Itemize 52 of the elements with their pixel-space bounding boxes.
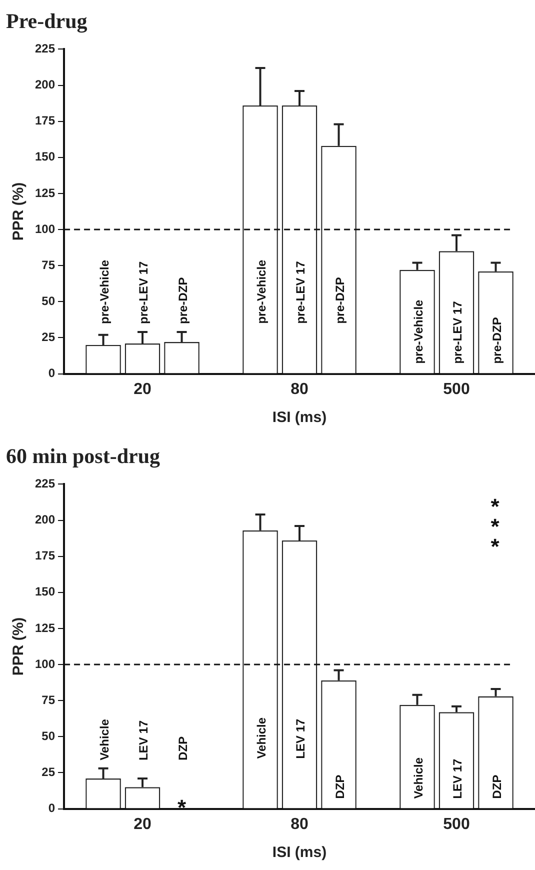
y-tick-label: 75 [42, 258, 56, 272]
text: pre-LEV 17 [136, 261, 151, 324]
series-label: Vehicle [411, 757, 426, 799]
text: pre-LEV 17 [294, 261, 308, 324]
x-axis-title: ISI (ms) [272, 409, 327, 426]
y-tick-label: 150 [34, 150, 56, 164]
y-tick-label: 225 [34, 476, 56, 491]
y-tick-label: 0 [48, 366, 56, 380]
series-label: pre-DZP [332, 277, 347, 324]
y-tick-label: 25 [42, 330, 56, 344]
text: DZP [176, 736, 190, 760]
y-tick-label: 200 [34, 78, 56, 92]
series-label: pre-Vehicle [411, 299, 426, 364]
x-tick-label: 500 [443, 380, 470, 398]
chart-title: Pre-drug [6, 9, 88, 34]
y-tick-label: 225 [34, 42, 56, 56]
y-tick-label: 0 [48, 801, 56, 816]
y-axis-title: PPR (%) [10, 182, 28, 241]
y-tick-label: 50 [42, 294, 56, 308]
y-tick-label: 100 [34, 656, 56, 671]
y-tick-label: 125 [34, 186, 56, 200]
annotation: * [177, 794, 186, 820]
x-tick-label: 80 [290, 816, 309, 833]
y-tick-label: 200 [34, 512, 56, 527]
text: DZP [490, 774, 504, 799]
text: Vehicle [97, 719, 112, 760]
y-tick-label: 175 [34, 548, 56, 563]
chart-title: 60 min post-drug [6, 444, 161, 468]
y-tick-label: 150 [34, 584, 56, 599]
series-label: pre-LEV 17 [450, 300, 465, 364]
y-tick-label: 50 [42, 728, 56, 743]
y-tick-label: 75 [42, 692, 56, 707]
text: LEV 17 [136, 720, 151, 760]
x-tick-label: 20 [134, 816, 152, 833]
text: pre-Vehicle [97, 260, 112, 324]
annotation: *** [490, 494, 500, 560]
text: LEV 17 [294, 718, 308, 759]
series-label: DZP [332, 774, 347, 799]
x-tick-label: 500 [443, 816, 470, 833]
y-axis-title: PPR (%) [10, 617, 28, 676]
text: Vehicle [254, 717, 268, 759]
y-tick-label: 100 [34, 222, 56, 236]
text: pre-Vehicle [254, 260, 268, 324]
x-tick-label: 20 [134, 380, 152, 398]
series-label: LEV 17 [450, 758, 465, 799]
x-tick-label: 80 [290, 380, 309, 398]
y-tick-label: 175 [34, 114, 56, 128]
text: pre-DZP [176, 277, 190, 324]
x-axis-title: ISI (ms) [272, 844, 327, 862]
y-tick-label: 25 [42, 765, 56, 780]
text: pre-DZP [490, 317, 504, 364]
y-tick-label: 125 [34, 620, 56, 635]
